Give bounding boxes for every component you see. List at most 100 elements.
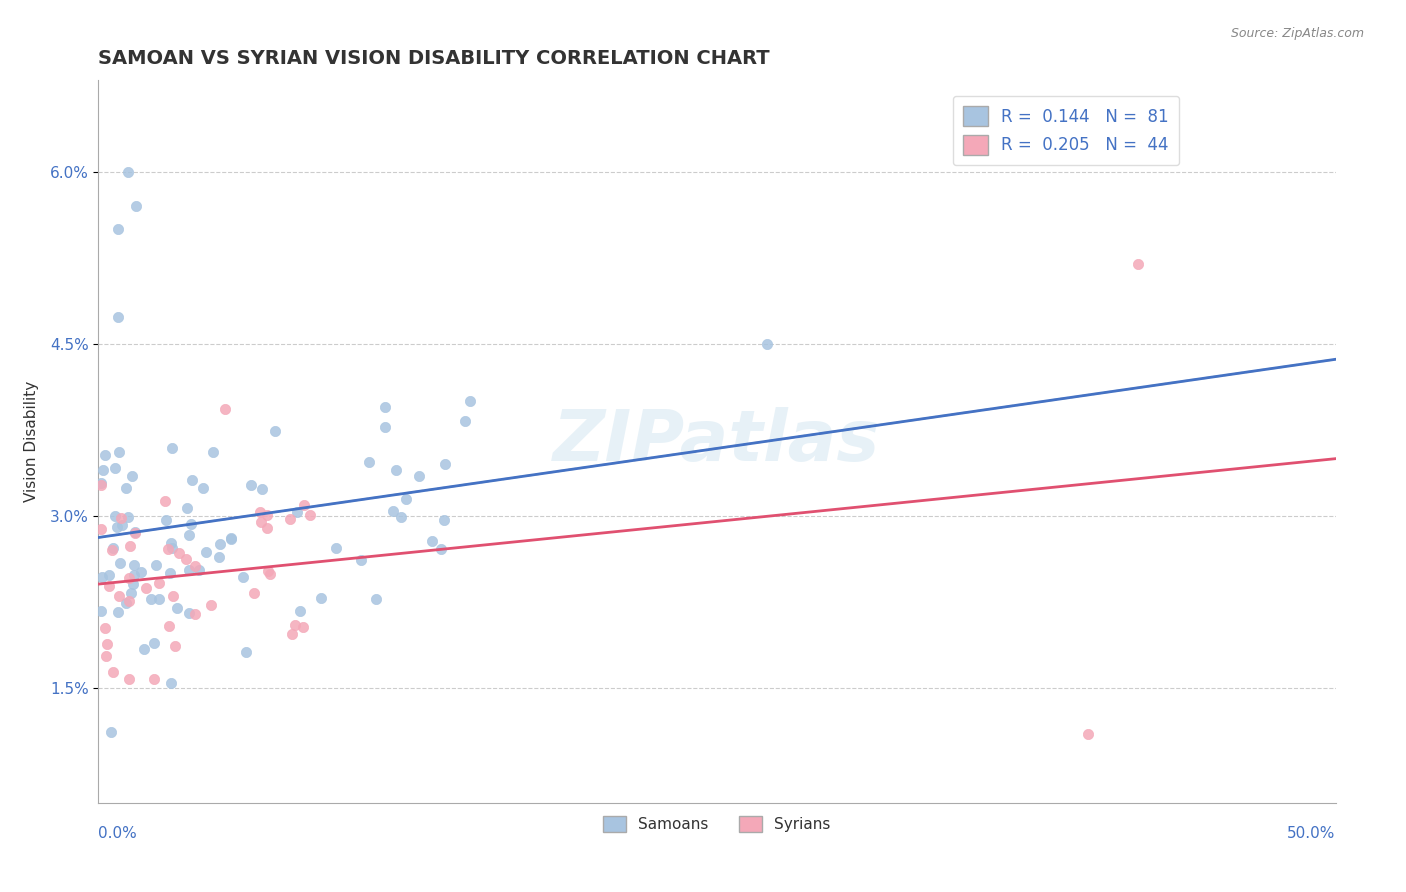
- Point: [350, 553, 373, 567]
- Point: [194, 545, 217, 559]
- Point: [148, 576, 170, 591]
- Point: [124, 558, 146, 572]
- Point: [132, 642, 155, 657]
- Point: [167, 546, 190, 560]
- Point: [104, 509, 127, 524]
- Point: [124, 199, 146, 213]
- Point: [257, 564, 280, 578]
- Point: [288, 604, 311, 618]
- Point: [159, 566, 181, 581]
- Point: [90, 476, 112, 491]
- Point: [139, 592, 162, 607]
- Point: [389, 510, 412, 524]
- Point: [292, 498, 315, 512]
- Point: [454, 414, 477, 428]
- Point: [117, 509, 139, 524]
- Point: [91, 463, 114, 477]
- Point: [166, 601, 188, 615]
- Point: [232, 569, 254, 583]
- Point: [201, 445, 224, 459]
- Point: [160, 441, 183, 455]
- Point: [160, 676, 183, 690]
- Point: [250, 482, 273, 496]
- Text: 50.0%: 50.0%: [1288, 826, 1336, 841]
- Point: [110, 556, 132, 570]
- Point: [120, 586, 142, 600]
- Point: [160, 541, 183, 555]
- Text: ZIPatlas: ZIPatlas: [554, 407, 880, 476]
- Point: [94, 649, 117, 664]
- Point: [235, 645, 257, 659]
- Point: [101, 665, 124, 679]
- Point: [115, 481, 138, 495]
- Point: [374, 420, 396, 434]
- Point: [145, 558, 167, 573]
- Point: [179, 607, 201, 621]
- Point: [121, 468, 143, 483]
- Point: [124, 525, 146, 540]
- Point: [111, 518, 134, 533]
- Point: [298, 508, 321, 522]
- Point: [160, 536, 183, 550]
- Point: [110, 510, 132, 524]
- Text: SAMOAN VS SYRIAN VISION DISABILITY CORRELATION CHART: SAMOAN VS SYRIAN VISION DISABILITY CORRE…: [98, 48, 770, 68]
- Point: [219, 532, 242, 546]
- Point: [184, 558, 207, 573]
- Point: [249, 505, 271, 519]
- Point: [364, 591, 387, 606]
- Point: [181, 473, 204, 487]
- Point: [281, 627, 304, 641]
- Point: [420, 533, 443, 548]
- Point: [118, 672, 141, 686]
- Point: [284, 617, 307, 632]
- Point: [408, 469, 430, 483]
- Point: [429, 541, 451, 556]
- Point: [434, 457, 457, 471]
- Point: [1077, 727, 1099, 741]
- Point: [100, 725, 122, 739]
- Point: [90, 478, 112, 492]
- Point: [100, 543, 122, 558]
- Point: [115, 596, 138, 610]
- Point: [264, 424, 287, 438]
- Point: [121, 577, 143, 591]
- Point: [292, 620, 315, 634]
- Point: [214, 402, 236, 417]
- Point: [117, 571, 139, 585]
- Point: [135, 581, 157, 595]
- Point: [1126, 257, 1149, 271]
- Point: [143, 636, 166, 650]
- Point: [131, 565, 153, 579]
- Point: [200, 598, 222, 612]
- Point: [381, 504, 404, 518]
- Point: [395, 491, 418, 506]
- Point: [120, 539, 142, 553]
- Point: [325, 541, 347, 556]
- Point: [155, 513, 177, 527]
- Text: Source: ZipAtlas.com: Source: ZipAtlas.com: [1230, 27, 1364, 40]
- Point: [176, 500, 198, 515]
- Point: [209, 537, 232, 551]
- Point: [104, 460, 127, 475]
- Point: [458, 394, 481, 409]
- Point: [163, 639, 186, 653]
- Point: [374, 400, 396, 414]
- Point: [90, 522, 112, 536]
- Point: [256, 521, 278, 535]
- Text: 0.0%: 0.0%: [98, 826, 138, 841]
- Point: [311, 591, 333, 606]
- Legend: Samoans, Syrians: Samoans, Syrians: [598, 810, 837, 838]
- Point: [143, 672, 166, 686]
- Point: [90, 570, 112, 584]
- Point: [107, 605, 129, 619]
- Point: [177, 528, 200, 542]
- Point: [156, 541, 179, 556]
- Point: [94, 621, 117, 635]
- Point: [259, 566, 281, 581]
- Point: [98, 579, 121, 593]
- Point: [256, 508, 278, 523]
- Point: [107, 222, 129, 236]
- Point: [96, 637, 118, 651]
- Point: [94, 449, 117, 463]
- Point: [239, 478, 262, 492]
